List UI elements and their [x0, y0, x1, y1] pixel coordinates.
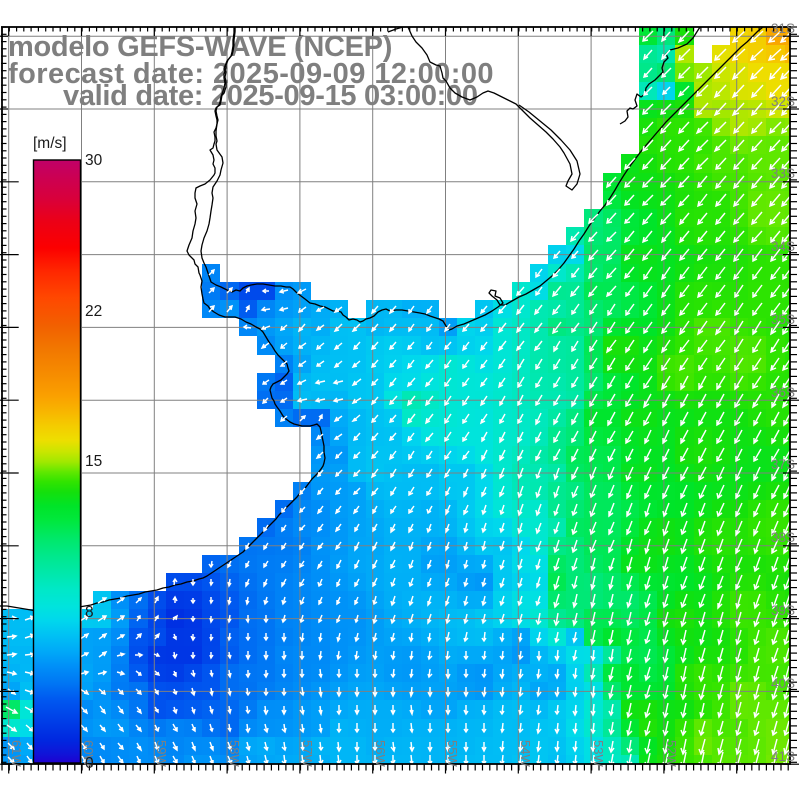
svg-text:36S: 36S — [771, 385, 795, 400]
svg-text:modelo GEFS-WAVE (NCEP): modelo GEFS-WAVE (NCEP) — [8, 31, 392, 63]
svg-text:0: 0 — [85, 755, 94, 772]
svg-text:[m/s]: [m/s] — [33, 135, 67, 152]
svg-text:15: 15 — [85, 453, 102, 470]
svg-text:40S: 40S — [771, 676, 795, 691]
svg-text:forecast date: 2025-09-09 12:0: forecast date: 2025-09-09 12:00:00 — [8, 58, 494, 90]
svg-text:55W: 55W — [445, 740, 460, 767]
svg-text:33S: 33S — [771, 166, 795, 181]
svg-text:60W: 60W — [81, 740, 96, 767]
svg-text:61W: 61W — [9, 740, 24, 767]
svg-text:58W: 58W — [227, 740, 242, 767]
svg-text:35S: 35S — [771, 312, 795, 327]
svg-text:32S: 32S — [771, 94, 795, 109]
svg-text:34S: 34S — [771, 239, 795, 254]
svg-text:38S: 38S — [771, 530, 795, 545]
svg-text:22: 22 — [85, 303, 102, 320]
svg-text:37S: 37S — [771, 457, 795, 472]
svg-text:59W: 59W — [154, 740, 169, 767]
svg-text:valid date: 2025-09-15 03:00:0: valid date: 2025-09-15 03:00:00 — [63, 80, 478, 112]
svg-text:30: 30 — [85, 152, 103, 169]
svg-text:39S: 39S — [771, 603, 795, 618]
svg-text:57W: 57W — [300, 740, 315, 767]
svg-text:52W: 52W — [664, 740, 679, 767]
svg-text:54W: 54W — [518, 740, 533, 767]
svg-text:8: 8 — [85, 604, 94, 621]
svg-text:56W: 56W — [373, 740, 388, 767]
svg-text:53W: 53W — [591, 740, 606, 767]
svg-text:31S: 31S — [771, 21, 795, 36]
svg-text:41S: 41S — [771, 749, 795, 764]
